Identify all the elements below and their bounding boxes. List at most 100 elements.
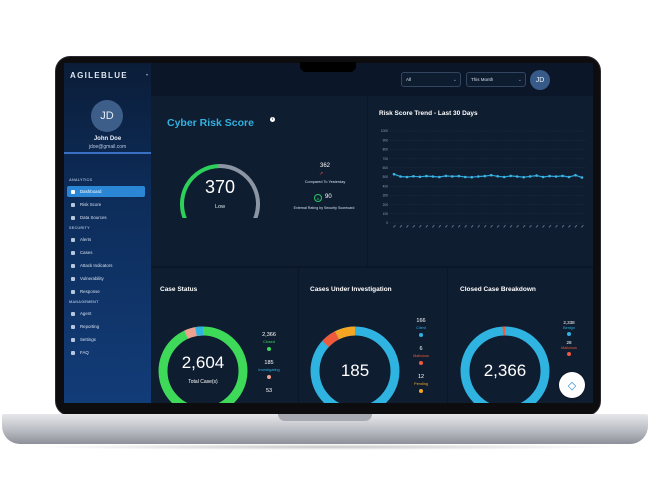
dashboard-icon bbox=[71, 189, 75, 194]
y-tick-label: 900 bbox=[383, 138, 389, 142]
brand-logo[interactable]: AGILEBLUE bbox=[70, 71, 128, 80]
legend-dot bbox=[567, 352, 571, 356]
user-email: jdoe@gmail.com bbox=[88, 144, 127, 150]
sidebar-item-label: Data Sources bbox=[80, 215, 107, 220]
trend-point[interactable] bbox=[412, 175, 415, 178]
trend-point[interactable] bbox=[567, 175, 571, 179]
y-tick-label: 600 bbox=[383, 166, 389, 170]
trend-point[interactable] bbox=[444, 174, 448, 178]
trend-line bbox=[393, 173, 583, 179]
trend-point[interactable] bbox=[477, 175, 480, 178]
trend-point[interactable] bbox=[425, 174, 428, 178]
legend-label: Closed bbox=[263, 340, 275, 344]
x-tick-label bbox=[516, 224, 519, 228]
trend-point[interactable] bbox=[464, 175, 467, 179]
risk-score-panel bbox=[151, 96, 367, 266]
trend-point[interactable] bbox=[399, 175, 402, 178]
legend-label: Pending bbox=[414, 382, 428, 386]
x-tick-label bbox=[393, 224, 396, 228]
trend-point[interactable] bbox=[574, 173, 577, 177]
trend-point[interactable] bbox=[483, 174, 487, 178]
avatar[interactable]: JD bbox=[530, 70, 550, 90]
x-tick-label bbox=[457, 224, 461, 228]
x-tick-label bbox=[406, 224, 409, 228]
x-tick-label bbox=[581, 224, 584, 228]
trend-point[interactable] bbox=[528, 175, 532, 178]
sidebar-item-reporting[interactable]: Reporting bbox=[67, 321, 145, 332]
trend-point[interactable] bbox=[502, 175, 506, 179]
sidebar-item-attack-indicators[interactable]: Attack Indicators bbox=[67, 260, 145, 271]
trend-point[interactable] bbox=[392, 172, 396, 176]
sidebar-item-risk-score[interactable]: Risk Score bbox=[67, 199, 145, 210]
trend-point[interactable] bbox=[470, 175, 474, 179]
trend-point[interactable] bbox=[522, 175, 525, 179]
faq-icon bbox=[71, 350, 75, 355]
x-tick-label bbox=[470, 224, 474, 228]
trend-point[interactable] bbox=[496, 175, 499, 178]
reporting-icon bbox=[71, 324, 75, 329]
sidebar-item-label: Vulnerability bbox=[80, 276, 104, 281]
x-tick-label bbox=[535, 224, 539, 228]
trend-point[interactable] bbox=[548, 174, 551, 178]
y-tick-label: 100 bbox=[383, 212, 389, 216]
sidebar-item-agent[interactable]: Agent bbox=[67, 308, 145, 319]
legend-value: 2,338 bbox=[563, 320, 575, 325]
attack-indicators-icon bbox=[71, 263, 75, 268]
trend-point[interactable] bbox=[561, 174, 564, 178]
trend-point[interactable] bbox=[431, 175, 435, 178]
period-select[interactable]: This Month ⌄ bbox=[466, 72, 526, 87]
scope-select-value: All bbox=[406, 77, 412, 82]
sidebar-item-cases[interactable]: Cases bbox=[67, 247, 145, 258]
risk-score-value: 370 bbox=[204, 177, 236, 197]
case-status-donut bbox=[158, 326, 248, 403]
sidebar-collapse-icon[interactable]: • bbox=[146, 73, 149, 79]
trend-point[interactable] bbox=[515, 175, 519, 178]
x-tick-label bbox=[561, 224, 565, 228]
legend-dot bbox=[267, 375, 271, 379]
trend-point[interactable] bbox=[580, 176, 584, 179]
trend-point[interactable] bbox=[405, 175, 409, 179]
period-select-value: This Month bbox=[471, 77, 494, 82]
x-tick-label bbox=[542, 224, 545, 228]
sidebar-item-faq[interactable]: FAQ bbox=[67, 347, 145, 358]
case-status-title: Case Status bbox=[160, 286, 198, 293]
trend-point[interactable] bbox=[457, 174, 461, 178]
sidebar-item-data-sources[interactable]: Data Sources bbox=[67, 212, 145, 223]
x-tick-label bbox=[522, 224, 526, 228]
sidebar-item-settings[interactable]: Settings bbox=[67, 334, 145, 345]
legend-label: Benign bbox=[563, 326, 575, 330]
sidebar-item-dashboard[interactable]: Dashboard bbox=[67, 186, 145, 197]
legend-dot bbox=[567, 332, 571, 336]
scope-select[interactable]: All ⌄ bbox=[401, 72, 461, 87]
trend-point[interactable] bbox=[554, 175, 558, 178]
trend-point[interactable] bbox=[451, 175, 454, 178]
gauge-fill bbox=[180, 164, 222, 218]
compared-label: Compared To Yesterday bbox=[304, 180, 346, 184]
trend-point[interactable] bbox=[418, 175, 422, 179]
settings-icon bbox=[71, 337, 75, 342]
info-icon[interactable]: i bbox=[270, 117, 275, 122]
gem-icon[interactable]: ◇ bbox=[559, 372, 585, 398]
x-tick-label bbox=[568, 224, 571, 228]
trend-point[interactable] bbox=[541, 175, 545, 179]
sidebar-item-alerts[interactable]: Alerts bbox=[67, 234, 145, 245]
sidebar-item-response[interactable]: Response bbox=[67, 286, 145, 297]
trend-point[interactable] bbox=[438, 175, 441, 179]
sidebar-avatar[interactable]: JD bbox=[91, 100, 123, 132]
top-bar: All ⌄ This Month ⌄ JD bbox=[151, 63, 593, 96]
investigation-total: 185 bbox=[340, 361, 370, 380]
trend-point[interactable] bbox=[535, 174, 538, 177]
trend-point[interactable] bbox=[509, 174, 512, 178]
y-tick-label: 200 bbox=[383, 203, 389, 207]
sidebar-item-label: Risk Score bbox=[80, 202, 102, 207]
x-tick-label bbox=[483, 224, 487, 228]
sidebar-item-vulnerability[interactable]: Vulnerability bbox=[67, 273, 145, 284]
closed-breakdown-donut bbox=[460, 326, 550, 403]
risk-trend-panel bbox=[368, 96, 593, 266]
sidebar-section-label: SECURITY bbox=[69, 226, 90, 230]
trend-point[interactable] bbox=[489, 173, 493, 177]
trend-title: Risk Score Trend - Last 30 Days bbox=[379, 110, 478, 117]
legend-value: 166 bbox=[416, 318, 426, 324]
